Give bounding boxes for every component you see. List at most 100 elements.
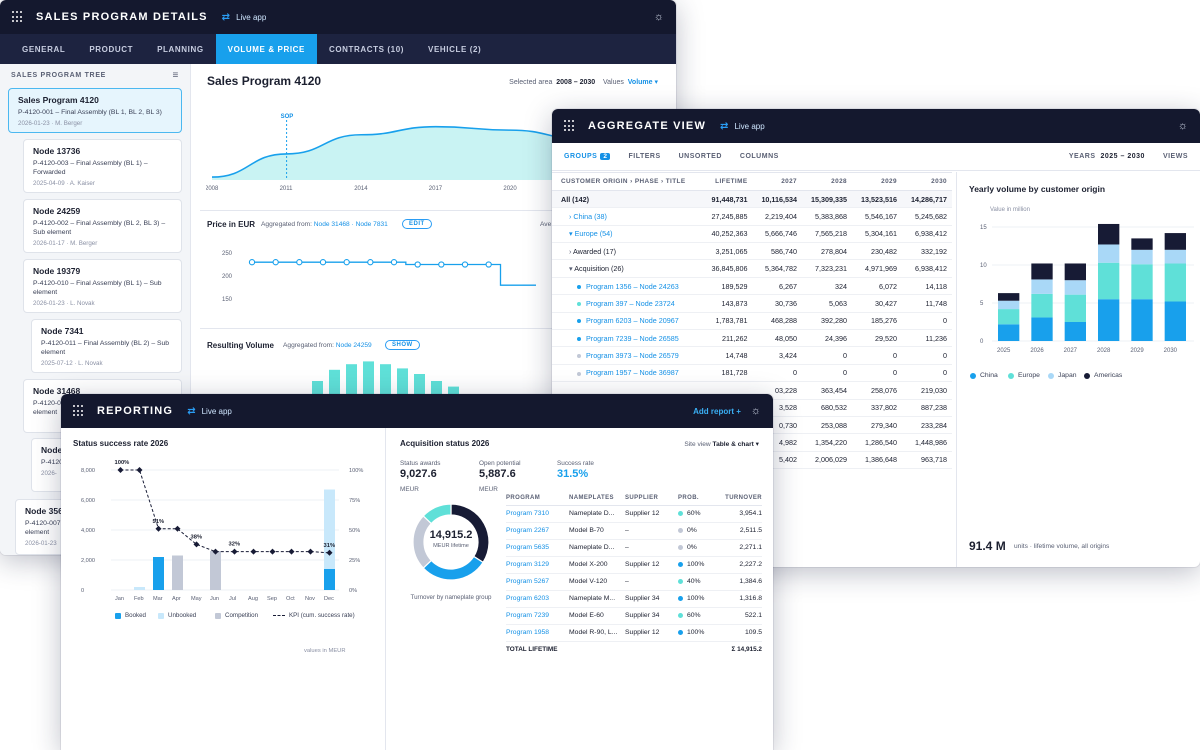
years-selector[interactable]: 2025 – 2030 — [1100, 153, 1145, 160]
table-row[interactable]: Program 2267 Model B-70–0% 2,511.5 — [506, 522, 762, 540]
table-row[interactable]: Program 1957 – Node 36987 181,728 0 0 0 0 — [552, 364, 952, 383]
tree-node[interactable]: Sales Program 4120 P-4120-001 – Final Ass… — [8, 88, 182, 133]
program-link[interactable]: Program 5267 — [506, 573, 569, 591]
expand-chevron-icon[interactable]: › — [569, 211, 574, 221]
price-point[interactable] — [485, 261, 492, 268]
column-header[interactable]: TURNOVER — [720, 491, 762, 506]
table-row[interactable]: Program 3973 – Node 26579 14,748 3,424 0 0 0 — [552, 346, 952, 365]
table-row[interactable]: Program 7239 – Node 26585 211,262 48,050 24… — [552, 329, 952, 348]
price-point[interactable] — [296, 259, 303, 266]
table-row[interactable]: Program 5267 Model V-120–40% 1,384.6 — [506, 573, 762, 591]
legend-item[interactable]: Unbooked — [158, 612, 196, 619]
live-app-indicator[interactable]: ⇄ Live app — [221, 11, 267, 23]
groups-button[interactable]: GROUPS 2 — [564, 153, 611, 160]
expand-chevron-icon[interactable]: ▾ — [569, 264, 575, 274]
table-row[interactable]: Program 1356 – Node 24263 189,529 6,267 324… — [552, 277, 952, 296]
column-header[interactable]: LIFETIME — [702, 173, 753, 191]
filter-icon[interactable]: ≡ — [172, 69, 179, 81]
column-header[interactable]: 2028 — [802, 173, 852, 191]
program-link[interactable]: Program 7310 — [506, 505, 569, 523]
table-row[interactable]: Program 1958 Model R-90, L... Supplier 12 1… — [506, 624, 762, 642]
column-header[interactable]: CUSTOMER ORIGIN › PHASE › TITLE — [552, 173, 703, 191]
price-point[interactable] — [414, 261, 421, 268]
price-point[interactable] — [367, 259, 374, 266]
column-header[interactable]: NAMEPLATES — [569, 491, 625, 506]
table-row[interactable]: ▾ Europe (54) 40,252,363 5,666,746 7,565,21… — [552, 225, 952, 244]
table-row[interactable]: Program 5635 Nameplate D... –0% 2,271.1 — [506, 539, 762, 557]
tab-4[interactable]: CONTRACTS (10) — [328, 44, 405, 54]
price-point[interactable] — [390, 259, 398, 266]
kpi-point[interactable] — [231, 548, 238, 555]
program-link[interactable]: Program 1958 — [506, 624, 569, 642]
kpi-point[interactable] — [117, 467, 124, 473]
kpi-point[interactable] — [193, 541, 200, 548]
filters-button[interactable]: FILTERS — [628, 153, 661, 160]
views-button[interactable]: VIEWS — [1162, 153, 1188, 160]
kpi-point[interactable] — [269, 548, 276, 555]
table-row[interactable]: Program 6203 – Node 20967 1,783,781 468,28… — [552, 312, 952, 331]
expand-chevron-icon[interactable]: ▾ — [569, 229, 575, 239]
table-row[interactable]: All (142) 91,448,731 10,116,534 15,309,335 1… — [552, 190, 952, 209]
table-row[interactable]: Program 3129 Model X-200 Supplier 12 100% 2,… — [506, 556, 762, 574]
table-row[interactable]: ▾ Acquisition (26) 36,845,806 5,364,782 7,3… — [552, 259, 952, 278]
kpi-point[interactable] — [174, 525, 181, 532]
program-link[interactable]: Program 7239 — [506, 607, 569, 625]
kpi-point[interactable] — [155, 525, 162, 532]
legend-item[interactable]: Japan — [1048, 372, 1077, 379]
legend-item[interactable]: Europe — [1008, 372, 1040, 379]
show-button[interactable]: SHOW — [385, 340, 420, 350]
values-dropdown[interactable]: Volume ▾ — [627, 79, 658, 86]
theme-toggle-icon[interactable]: ☼ — [653, 11, 664, 23]
table-row[interactable]: Program 397 – Node 23724 143,873 30,736 5,0… — [552, 294, 952, 313]
program-link[interactable]: Program 2267 — [506, 522, 569, 540]
kpi-point[interactable] — [250, 548, 257, 555]
donut-slice[interactable] — [422, 555, 484, 581]
site-view-dropdown[interactable]: Table & chart ▾ — [712, 441, 759, 448]
tab-3[interactable]: VOLUME & PRICE — [215, 34, 317, 64]
kpi-point[interactable] — [326, 549, 333, 556]
edit-button[interactable]: EDIT — [402, 219, 432, 229]
live-app-indicator[interactable]: ⇄ Live app — [187, 405, 232, 417]
sort-button[interactable]: UNSORTED — [678, 153, 722, 160]
kpi-point[interactable] — [307, 548, 314, 555]
table-row[interactable]: Program 7310 Nameplate D... Supplier 12 60%… — [506, 505, 762, 523]
column-header[interactable]: 2029 — [851, 173, 902, 191]
column-header[interactable]: PROGRAM — [506, 491, 569, 506]
app-grid-icon[interactable] — [12, 11, 24, 23]
table-row[interactable]: › Awarded (17) 3,251,065 586,740 278,804 230… — [552, 242, 952, 261]
tab-1[interactable]: PRODUCT — [89, 44, 134, 54]
donut-slice[interactable] — [422, 503, 452, 525]
program-link[interactable]: Program 5635 — [506, 539, 569, 557]
tab-0[interactable]: GENERAL — [22, 44, 66, 54]
table-row[interactable]: › China (38) 27,245,885 2,219,404 5,383,868… — [552, 207, 952, 226]
app-grid-icon[interactable] — [73, 405, 85, 417]
tree-node[interactable]: Node 19379 P-4120-010 – Final Assembly (B… — [23, 259, 182, 313]
program-link[interactable]: Program 3129 — [506, 556, 569, 574]
legend-item[interactable]: China — [970, 372, 998, 379]
tree-node[interactable]: Node 13736 P-4120-003 – Final Assembly (B… — [23, 139, 182, 193]
table-row[interactable]: Program 7239 Model E-60 Supplier 34 60% 522.… — [506, 607, 762, 625]
legend-item[interactable]: KPI (cum. success rate) — [273, 612, 355, 619]
kpi-point[interactable] — [288, 548, 295, 555]
kpi-point[interactable] — [136, 467, 143, 473]
price-point[interactable] — [248, 259, 256, 266]
theme-toggle-icon[interactable]: ☼ — [750, 405, 761, 417]
column-header[interactable]: SUPPLIER — [625, 491, 678, 506]
expand-chevron-icon[interactable]: › — [569, 246, 573, 256]
price-point[interactable] — [343, 259, 350, 266]
live-app-indicator[interactable]: ⇄ Live app — [720, 120, 765, 132]
price-point[interactable] — [461, 261, 469, 268]
tree-node[interactable]: Node 7341 P-4120-011 – Final Assembly (BL… — [31, 319, 182, 373]
columns-button[interactable]: COLUMNS — [739, 153, 779, 160]
price-point[interactable] — [438, 261, 445, 268]
price-point[interactable] — [272, 259, 279, 266]
price-point[interactable] — [319, 259, 327, 266]
app-grid-icon[interactable] — [564, 120, 576, 132]
column-header[interactable]: 2027 — [752, 173, 803, 191]
tab-2[interactable]: PLANNING — [157, 44, 204, 54]
kpi-point[interactable] — [212, 548, 219, 555]
table-row[interactable]: Program 6203 Nameplate M... Supplier 34 100… — [506, 590, 762, 608]
tree-node[interactable]: Node 24259 P-4120-002 – Final Assembly (B… — [23, 199, 182, 253]
program-link[interactable]: Program 6203 — [506, 590, 569, 608]
legend-item[interactable]: Booked — [115, 612, 146, 619]
